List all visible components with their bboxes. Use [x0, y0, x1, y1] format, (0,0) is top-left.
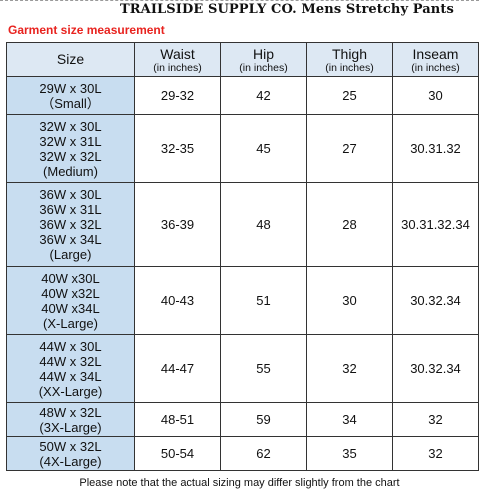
size-label-line: (X-Large) [43, 315, 98, 331]
waist-cell: 48-51 [134, 402, 221, 437]
waist-cell: 36-39 [134, 182, 221, 267]
size-label-line: 36W x 34L [39, 232, 102, 247]
size-label-line: 36W x 32L [39, 217, 102, 232]
size-label-line: (Medium) [43, 163, 98, 179]
table-row: 48W x 32L (3X-Large) 48-51 59 34 32 [6, 402, 479, 437]
column-header-thigh: Thigh (in inches) [306, 42, 393, 77]
column-header-inseam: Inseam (in inches) [392, 42, 479, 77]
waist-cell: 44-47 [134, 334, 221, 403]
hip-cell: 62 [220, 436, 307, 471]
table-row: 44W x 30L 44W x 32L 44W x 34L (XX-Large) 44-… [6, 334, 479, 403]
size-label-line: 50W x 32L [39, 438, 102, 454]
size-cell: 32W x 30L 32W x 31L 32W x 32L (Medium) [6, 114, 135, 183]
size-label-line: 32W x 30L [39, 118, 102, 134]
inseam-cell: 30.31.32 [392, 114, 479, 183]
size-cell: 50W x 32L (4X-Large) [6, 436, 135, 471]
table-row: 40W x30L 40W x32L 40W x34L (X-Large) 40-43 51… [6, 266, 479, 335]
size-label-line: 44W x 30L [39, 338, 102, 354]
size-cell: 40W x30L 40W x32L 40W x34L (X-Large) [6, 266, 135, 335]
hip-cell: 42 [220, 76, 307, 115]
thigh-cell: 34 [306, 402, 393, 437]
inseam-cell: 30.32.34 [392, 266, 479, 335]
size-label-line: 44W x 32L [39, 353, 102, 369]
column-header-size: Size [6, 42, 135, 77]
size-label-line: 40W x32L [41, 285, 100, 301]
inseam-cell: 32 [392, 436, 479, 471]
page-title: TRAILSIDE SUPPLY CO. Mens Stretchy Pants [120, 2, 454, 17]
waist-cell: 50-54 [134, 436, 221, 471]
hip-cell: 55 [220, 334, 307, 403]
size-label-line: 29W x 30L [39, 80, 102, 96]
table-row: 29W x 30L （Small） 29-32 42 25 30 [6, 76, 479, 115]
size-cell: 48W x 32L (3X-Large) [6, 402, 135, 437]
thigh-cell: 25 [306, 76, 393, 115]
hip-cell: 51 [220, 266, 307, 335]
table-row: 50W x 32L (4X-Large) 50-54 62 35 32 [6, 436, 479, 471]
thigh-cell: 32 [306, 334, 393, 403]
thigh-cell: 35 [306, 436, 393, 471]
thigh-cell: 28 [306, 182, 393, 267]
column-header-hip: Hip (in inches) [220, 42, 307, 77]
size-label-line: （Small） [41, 95, 100, 111]
hip-cell: 48 [220, 182, 307, 267]
table-header-row: Size Waist (in inches) Hip (in inches) T… [6, 42, 479, 77]
waist-cell: 29-32 [134, 76, 221, 115]
size-cell: 44W x 30L 44W x 32L 44W x 34L (XX-Large) [6, 334, 135, 403]
thigh-cell: 30 [306, 266, 393, 335]
top-dashed-rule [0, 0, 479, 1]
hip-cell: 45 [220, 114, 307, 183]
size-label-line: (4X-Large) [39, 453, 102, 469]
size-label-line: 40W x34L [41, 300, 100, 316]
disclaimer-note: Please note that the actual sizing may d… [79, 477, 400, 489]
inseam-cell: 30.31.32.34 [392, 182, 479, 267]
chart-subtitle: Garment size measurement [8, 23, 165, 37]
size-chart-table: Size Waist (in inches) Hip (in inches) T… [6, 42, 479, 471]
size-label-line: 36W x 30L [39, 187, 102, 202]
size-label-line: 44W x 34L [39, 368, 102, 384]
table-body: 29W x 30L （Small） 29-32 42 25 30 32W x 30L 32W … [6, 76, 479, 471]
size-label-line: 36W x 31L [39, 202, 102, 217]
column-header-waist: Waist (in inches) [134, 42, 221, 77]
size-cell: 29W x 30L （Small） [6, 76, 135, 115]
waist-cell: 32-35 [134, 114, 221, 183]
size-label-line: (XX-Large) [38, 383, 103, 399]
size-label-line: (Large) [49, 247, 92, 262]
hip-cell: 59 [220, 402, 307, 437]
waist-cell: 40-43 [134, 266, 221, 335]
size-label-line: (3X-Large) [39, 419, 102, 435]
size-cell: 36W x 30L 36W x 31L 36W x 32L 36W x 34L (Lar… [6, 182, 135, 267]
inseam-cell: 30 [392, 76, 479, 115]
inseam-cell: 32 [392, 402, 479, 437]
size-label-line: 40W x30L [41, 270, 100, 286]
size-label-line: 48W x 32L [39, 404, 102, 420]
size-label-line: 32W x 32L [39, 148, 102, 164]
table-row: 32W x 30L 32W x 31L 32W x 32L (Medium) 32-35… [6, 114, 479, 183]
inseam-cell: 30.32.34 [392, 334, 479, 403]
size-label-line: 32W x 31L [39, 133, 102, 149]
table-row: 36W x 30L 36W x 31L 36W x 32L 36W x 34L (Lar… [6, 182, 479, 267]
thigh-cell: 27 [306, 114, 393, 183]
